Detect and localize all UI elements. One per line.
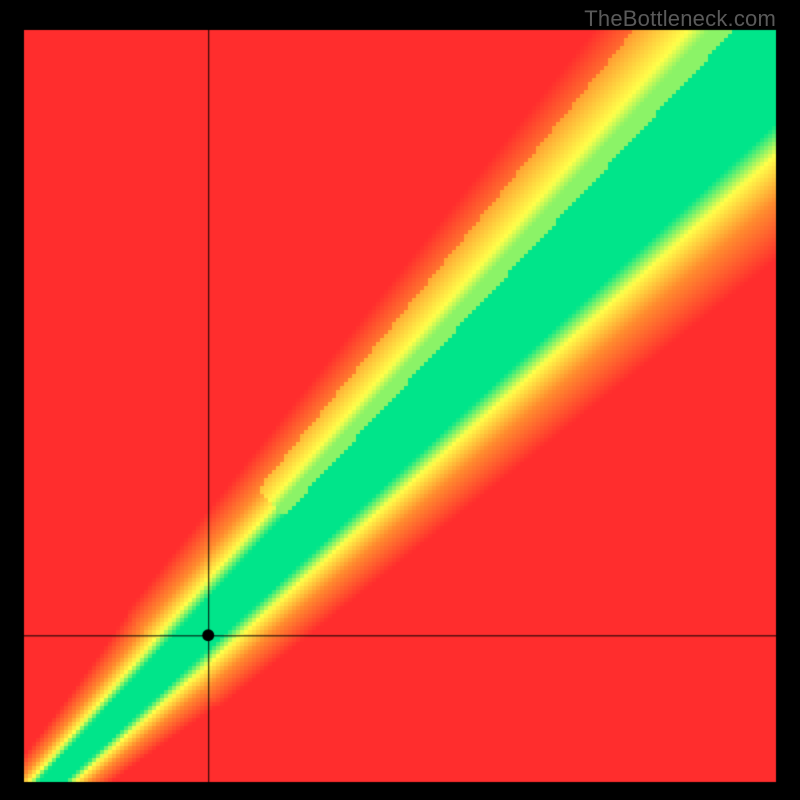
bottleneck-chart: TheBottleneck.com: [0, 0, 800, 800]
watermark-text: TheBottleneck.com: [584, 6, 776, 32]
heatmap-canvas: [0, 0, 800, 800]
